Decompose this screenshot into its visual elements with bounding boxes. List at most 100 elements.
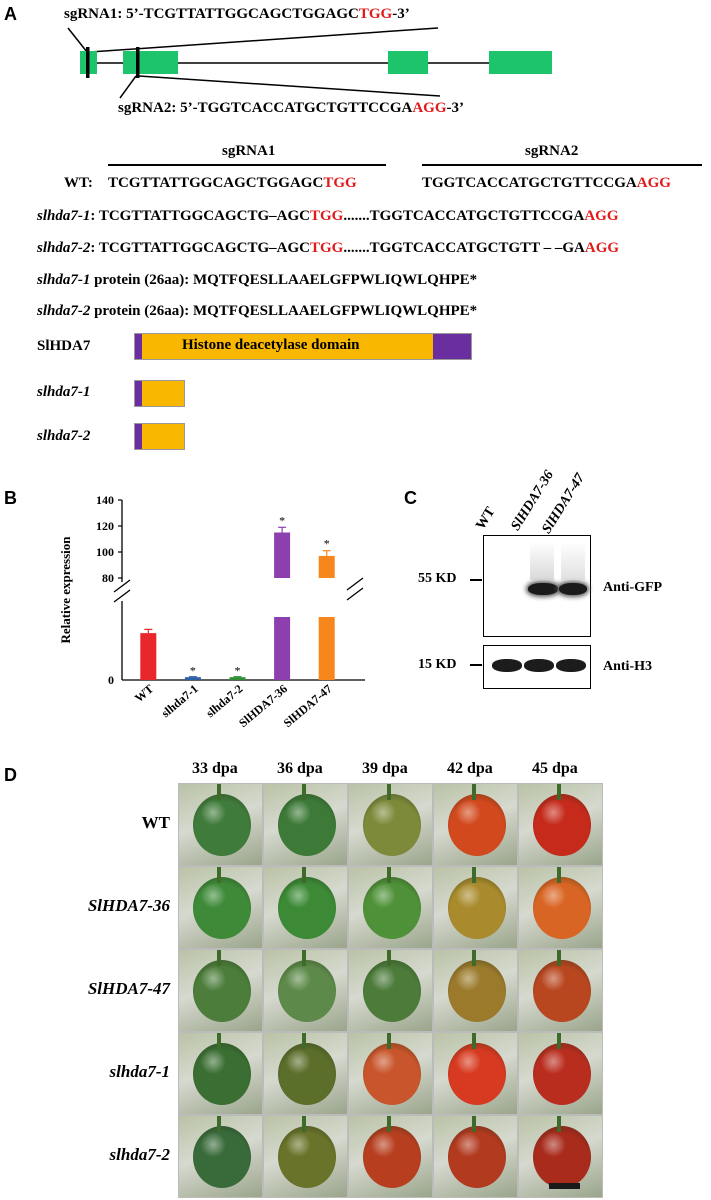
seq-part-2: TGGTCACCATGCTGTT – –GA — [369, 240, 585, 256]
row-label: slhda7-2 — [37, 240, 91, 256]
x-tick-label: slhda7-1 — [159, 682, 201, 721]
y-tick-label: 80 — [102, 571, 114, 585]
seq-part-2: TGGTCACCATGCTGTTCCGA — [369, 208, 585, 224]
row-label-wt: WT — [141, 813, 170, 832]
n-terminal-segment — [135, 334, 142, 359]
panel-letter-d: D — [4, 765, 17, 785]
gene-model — [67, 27, 552, 99]
column-header-45-dpa: 45 dpa — [532, 760, 578, 777]
tomato-fruit — [363, 1043, 421, 1105]
fruit-photo — [433, 1115, 518, 1198]
row-colon: : — [90, 208, 96, 224]
alignment-row-wt-seq2: TGGTCACCATGCTGTTCCGAAGG — [422, 175, 671, 192]
axis-break-right-bottom — [346, 587, 364, 601]
blot-anti-h3 — [483, 645, 591, 689]
panel-letter-c: C — [404, 488, 417, 508]
scale-bar — [549, 1183, 580, 1189]
fruit-photo — [263, 949, 348, 1032]
significance-mark: * — [279, 513, 285, 527]
relative-expression-chart: 80 100 120 140 0 Relative expression WT * slhda7… — [58, 493, 365, 730]
n-terminal-segment — [135, 381, 142, 406]
bar — [229, 677, 246, 680]
fruit-stem — [217, 1033, 221, 1049]
axis-break-mark-top — [113, 579, 131, 593]
protein-text: protein (26aa): MQTFQESLLAAELGFPWLIQWLQH… — [90, 272, 478, 288]
fruit-stem — [387, 1033, 391, 1049]
smear-slhda7-36 — [530, 542, 554, 580]
x-tick-label: SlHDA7-36 — [236, 682, 290, 730]
axis-break-right-top — [346, 577, 364, 591]
sgrna2-pointer-left — [119, 75, 137, 99]
slhda7-1-protein-bar — [134, 380, 185, 407]
fruit-stem — [217, 784, 221, 800]
fruit-photo — [178, 1032, 263, 1115]
fruit-photo — [518, 1115, 603, 1198]
fruit-stem — [557, 1033, 561, 1049]
fruit-stem — [472, 1033, 476, 1049]
sgrna2-pam: AGG — [412, 100, 447, 116]
row-colon: : — [90, 240, 96, 256]
fruit-photo — [433, 1032, 518, 1115]
y-axis-title: Relative expression — [58, 536, 73, 644]
exon-3 — [388, 51, 428, 74]
column-header-39-dpa: 39 dpa — [362, 760, 408, 777]
sgrna2-site — [136, 47, 140, 78]
tomato-fruit — [193, 960, 251, 1022]
fruit-stem — [472, 867, 476, 883]
alignment-row-slhda7-2: slhda7-2: TCGTTATTGGCAGCTG–AGCTGG.......… — [37, 240, 619, 257]
row-label: slhda7-1 — [37, 208, 91, 224]
alignment-row-slhda7-1: slhda7-1: TCGTTATTGGCAGCTG–AGCTGG.......… — [37, 208, 618, 225]
significance-mark: * — [190, 664, 196, 678]
fruit-stem — [472, 950, 476, 966]
row-label-slhda7-47: SlHDA7-47 — [87, 979, 170, 998]
tomato-fruit — [448, 877, 506, 939]
tomato-fruit — [278, 1126, 336, 1188]
row-label-slhda7-2: slhda7-2 — [109, 1145, 170, 1164]
blot-anti-gfp — [483, 535, 591, 637]
fruit-stem — [557, 1116, 561, 1132]
bar — [184, 677, 201, 680]
sgrna1-suffix: -3’ — [392, 6, 410, 22]
panel-letter-a: A — [4, 4, 17, 24]
bar-upper — [274, 532, 291, 578]
fruit-photo — [433, 783, 518, 866]
exon-4 — [489, 51, 552, 74]
fruit-stem — [387, 867, 391, 883]
antibody-anti-gfp: Anti-GFP — [603, 580, 663, 595]
sgrna1-site — [86, 47, 90, 78]
tomato-fruit — [363, 1126, 421, 1188]
pam-1: TGG — [309, 240, 344, 256]
column-header-33-dpa: 33 dpa — [192, 760, 238, 777]
fruit-photo — [348, 949, 433, 1032]
panel-letter-b: B — [4, 488, 17, 508]
tomato-fruit — [533, 1126, 591, 1188]
tomato-fruit — [533, 877, 591, 939]
fruit-stem — [302, 784, 306, 800]
sgrna2-pointer-right — [138, 75, 441, 97]
tomato-fruit — [278, 1043, 336, 1105]
band-h3-slhda7-36 — [524, 659, 554, 672]
sgrna1-pointer-right — [89, 27, 439, 53]
tomato-fruit — [193, 1043, 251, 1105]
c-terminal-segment — [433, 334, 471, 359]
fruit-photo — [263, 1115, 348, 1198]
seq-gap: ....... — [343, 208, 370, 224]
domain-label-slhda7-2: slhda7-2 — [37, 428, 91, 444]
fruit-photo — [263, 1032, 348, 1115]
marker-55kd-tick — [470, 579, 482, 581]
y-tick-label: 100 — [96, 545, 114, 559]
fruit-photo — [178, 949, 263, 1032]
fruit-stem — [557, 784, 561, 800]
tomato-fruit — [278, 877, 336, 939]
band-gfp-slhda7-36 — [528, 583, 558, 595]
seq-gap: ....... — [343, 240, 370, 256]
fruit-stem — [472, 784, 476, 800]
alignment-row-wt-seq: TCGTTATTGGCAGCTGGAGCTGG — [108, 175, 357, 192]
bar-upper — [318, 555, 335, 578]
fruit-stem — [472, 1116, 476, 1132]
sgrna1-pam: TGG — [358, 6, 393, 22]
protein-slhda7-2: slhda7-2 protein (26aa): MQTFQESLLAAELGF… — [37, 303, 477, 320]
x-tick-label: SlHDA7-47 — [281, 682, 335, 730]
marker-15kd-tick — [470, 664, 482, 666]
